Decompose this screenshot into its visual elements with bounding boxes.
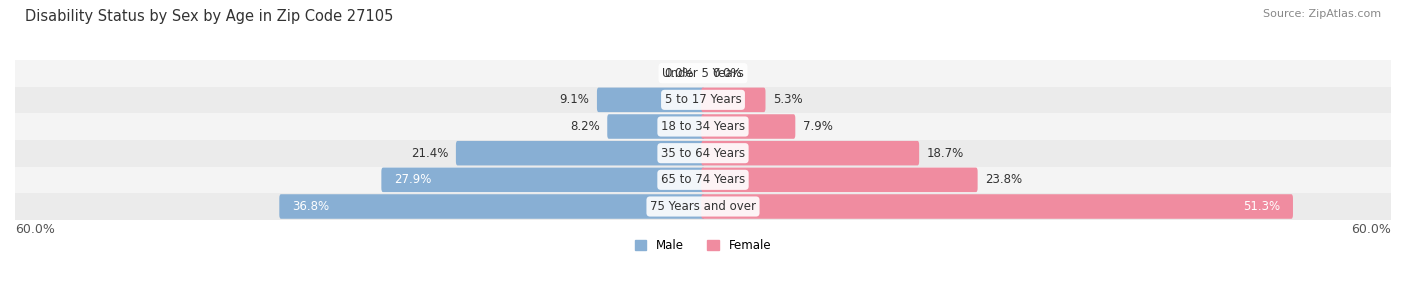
Text: 7.9%: 7.9% xyxy=(803,120,832,133)
Text: 36.8%: 36.8% xyxy=(292,200,329,213)
Text: Disability Status by Sex by Age in Zip Code 27105: Disability Status by Sex by Age in Zip C… xyxy=(25,9,394,24)
Text: 51.3%: 51.3% xyxy=(1243,200,1279,213)
FancyBboxPatch shape xyxy=(598,88,704,112)
Text: 60.0%: 60.0% xyxy=(15,223,55,236)
FancyBboxPatch shape xyxy=(702,88,765,112)
Legend: Male, Female: Male, Female xyxy=(630,234,776,257)
FancyBboxPatch shape xyxy=(456,141,704,165)
Bar xyxy=(15,167,1391,193)
FancyBboxPatch shape xyxy=(607,114,704,139)
Bar xyxy=(15,87,1391,113)
Text: 18.7%: 18.7% xyxy=(927,147,965,160)
Text: 65 to 74 Years: 65 to 74 Years xyxy=(661,173,745,186)
FancyBboxPatch shape xyxy=(702,114,796,139)
Bar xyxy=(15,113,1391,140)
FancyBboxPatch shape xyxy=(280,194,704,219)
Text: 5 to 17 Years: 5 to 17 Years xyxy=(665,93,741,106)
Text: 0.0%: 0.0% xyxy=(713,67,742,80)
Text: 60.0%: 60.0% xyxy=(1351,223,1391,236)
Text: Under 5 Years: Under 5 Years xyxy=(662,67,744,80)
Text: 5.3%: 5.3% xyxy=(773,93,803,106)
FancyBboxPatch shape xyxy=(381,168,704,192)
Text: 35 to 64 Years: 35 to 64 Years xyxy=(661,147,745,160)
Text: Source: ZipAtlas.com: Source: ZipAtlas.com xyxy=(1263,9,1381,19)
Bar xyxy=(15,60,1391,87)
Bar xyxy=(15,140,1391,167)
Text: 8.2%: 8.2% xyxy=(569,120,600,133)
FancyBboxPatch shape xyxy=(702,194,1294,219)
Text: 21.4%: 21.4% xyxy=(411,147,449,160)
Bar xyxy=(15,193,1391,220)
FancyBboxPatch shape xyxy=(702,141,920,165)
Text: 27.9%: 27.9% xyxy=(395,173,432,186)
Text: 0.0%: 0.0% xyxy=(664,67,693,80)
Text: 9.1%: 9.1% xyxy=(560,93,589,106)
Text: 75 Years and over: 75 Years and over xyxy=(650,200,756,213)
Text: 18 to 34 Years: 18 to 34 Years xyxy=(661,120,745,133)
FancyBboxPatch shape xyxy=(702,168,977,192)
Text: 23.8%: 23.8% xyxy=(986,173,1022,186)
